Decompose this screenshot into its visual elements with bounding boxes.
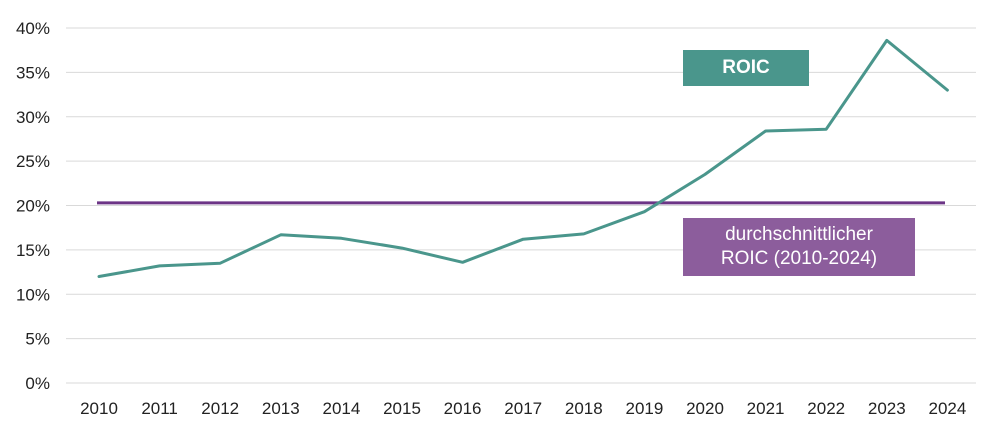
- y-tick-label: 35%: [16, 63, 50, 82]
- x-tick-label: 2018: [565, 399, 603, 418]
- x-tick-label: 2024: [928, 399, 966, 418]
- x-tick-label: 2020: [686, 399, 724, 418]
- gridlines: [66, 27, 976, 384]
- x-tick-label: 2013: [262, 399, 300, 418]
- x-tick-label: 2019: [625, 399, 663, 418]
- y-tick-label: 25%: [16, 152, 50, 171]
- series-lines: [97, 38, 949, 278]
- y-tick-label: 20%: [16, 197, 50, 216]
- y-tick-label: 10%: [16, 285, 50, 304]
- average-roic-legend-line-1: durchschnittlicher: [725, 224, 873, 245]
- x-tick-label: 2011: [141, 399, 178, 418]
- x-tick-label: 2023: [868, 399, 906, 418]
- x-tick-label: 2015: [383, 399, 421, 418]
- roic-legend-label: ROIC: [683, 50, 809, 86]
- x-tick-label: 2012: [201, 399, 239, 418]
- x-tick-label: 2017: [504, 399, 542, 418]
- y-tick-label: 15%: [16, 241, 50, 260]
- x-tick-label: 2016: [444, 399, 482, 418]
- x-tick-label: 2014: [322, 399, 360, 418]
- x-axis-tick-labels: 2010 2011 2012 2013 2014 2015 2016 2017 2018 2019…: [80, 399, 966, 418]
- y-axis-tick-labels: 0% 5% 10% 15% 20% 25% 30% 35% 40%: [16, 19, 50, 393]
- x-tick-label: 2021: [747, 399, 785, 418]
- x-tick-label: 2010: [80, 399, 118, 418]
- x-tick-label: 2022: [807, 399, 845, 418]
- average-roic-legend-line-2: ROIC (2010-2024): [720, 248, 878, 269]
- y-tick-label: 30%: [16, 108, 50, 127]
- y-tick-label: 5%: [25, 330, 50, 349]
- average-roic-legend-label: durchschnittlicher ROIC (2010-2024): [683, 218, 915, 276]
- y-tick-label: 40%: [16, 19, 50, 38]
- roic-line: [97, 38, 949, 278]
- y-tick-label: 0%: [25, 374, 50, 393]
